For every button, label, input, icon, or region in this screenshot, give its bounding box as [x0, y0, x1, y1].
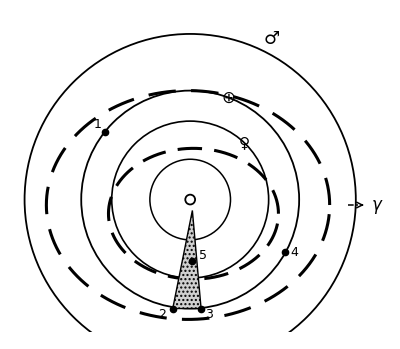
Text: γ: γ — [372, 196, 382, 214]
Text: 5: 5 — [199, 250, 207, 262]
Text: 4: 4 — [290, 246, 298, 259]
Text: 3: 3 — [206, 308, 213, 321]
Text: 2: 2 — [158, 308, 166, 321]
Text: 1: 1 — [93, 118, 101, 131]
Polygon shape — [173, 210, 201, 309]
Text: ♂: ♂ — [264, 30, 280, 49]
Circle shape — [185, 195, 195, 205]
Text: ♀: ♀ — [239, 135, 250, 150]
Text: ⊕: ⊕ — [221, 89, 235, 107]
